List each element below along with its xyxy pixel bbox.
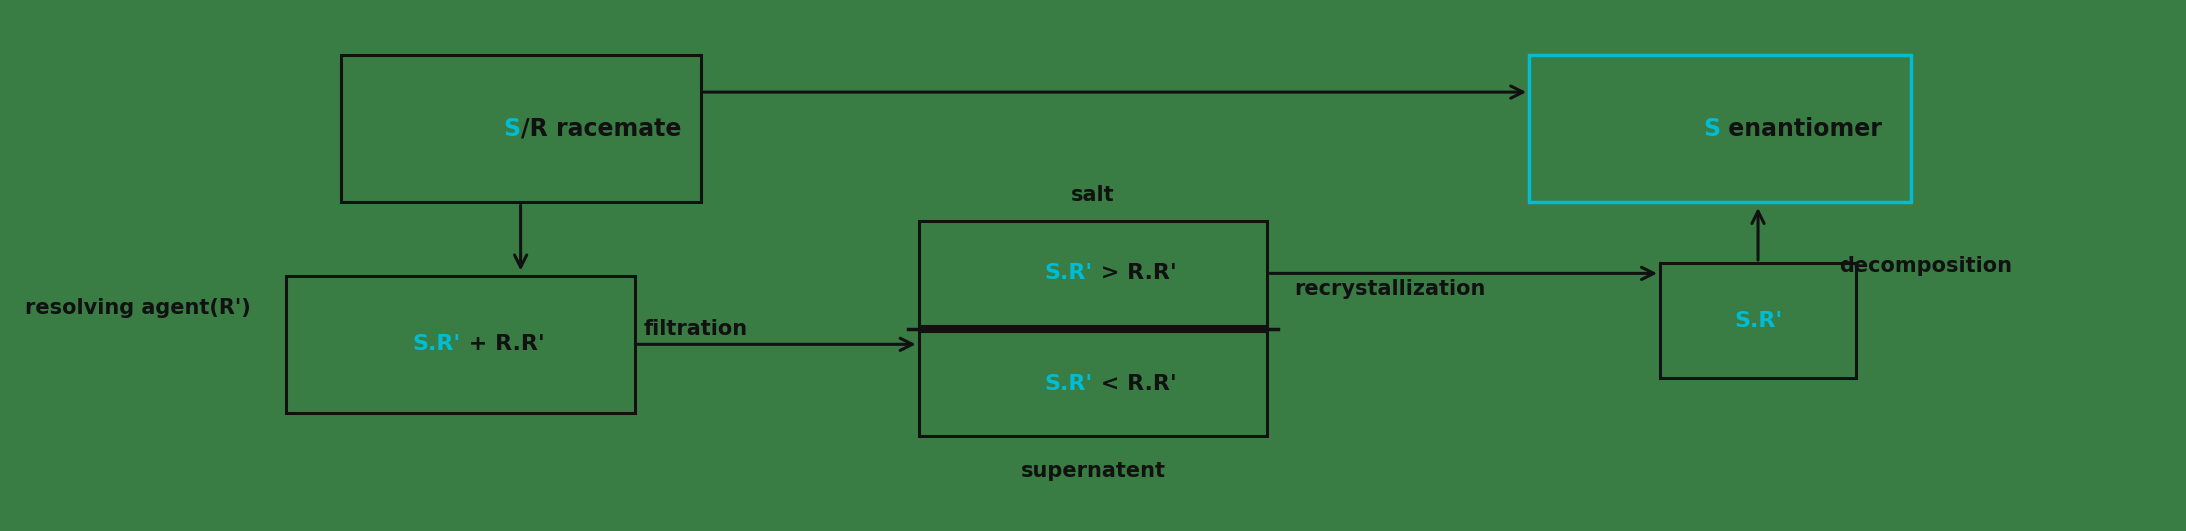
- Bar: [918, 331, 1268, 436]
- Bar: [918, 221, 1268, 326]
- Text: > R.R': > R.R': [1093, 263, 1176, 284]
- Text: decomposition: decomposition: [1838, 255, 2013, 276]
- Bar: [341, 55, 700, 202]
- Text: S: S: [503, 117, 520, 141]
- Text: recrystallization: recrystallization: [1294, 279, 1484, 299]
- Text: /R racemate: /R racemate: [520, 117, 682, 141]
- Bar: [286, 276, 636, 413]
- Text: S.R': S.R': [1045, 263, 1093, 284]
- Text: S: S: [1703, 117, 1720, 141]
- Text: filtration: filtration: [645, 319, 748, 339]
- Text: enantiomer: enantiomer: [1720, 117, 1882, 141]
- Text: supernatent: supernatent: [1021, 461, 1165, 482]
- Text: + R.R': + R.R': [461, 335, 544, 354]
- Text: salt: salt: [1071, 185, 1115, 204]
- Text: S.R': S.R': [1045, 374, 1093, 393]
- Text: < R.R': < R.R': [1093, 374, 1176, 393]
- Bar: [1528, 55, 1911, 202]
- Text: S.R': S.R': [1733, 311, 1782, 331]
- Text: resolving agent(R'): resolving agent(R'): [24, 297, 251, 318]
- Bar: [1659, 263, 1856, 379]
- Text: S.R': S.R': [413, 335, 461, 354]
